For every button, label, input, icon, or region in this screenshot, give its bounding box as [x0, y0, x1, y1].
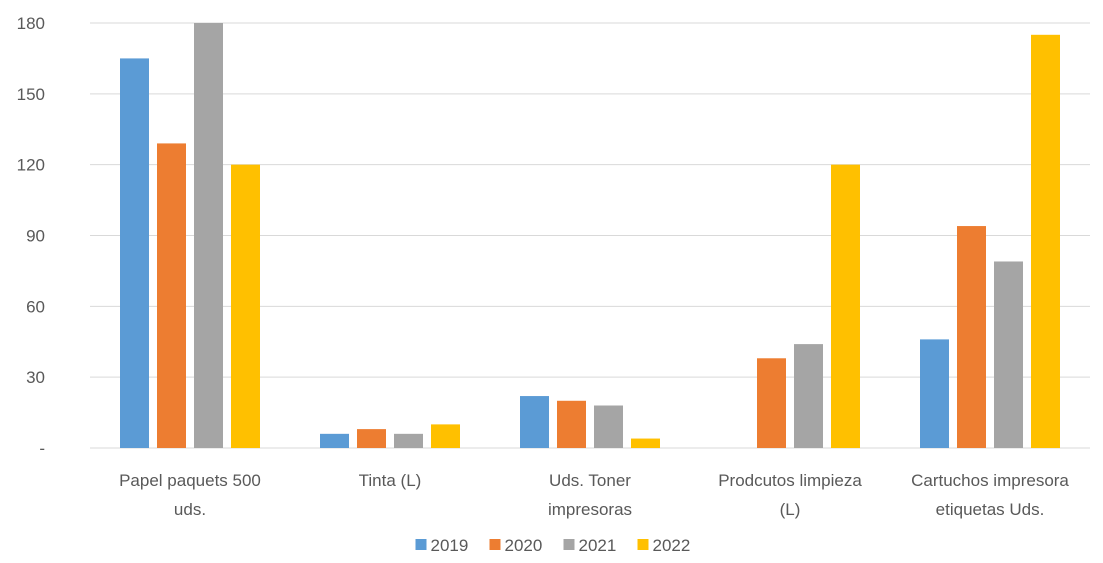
y-tick-label: 180 — [17, 14, 45, 33]
bar-2022 — [431, 424, 460, 448]
legend-swatch — [415, 539, 427, 550]
bar-2022 — [631, 438, 660, 448]
category-labels: Papel paquets 500 uds. Tinta (L) Uds. Toner… — [119, 471, 1069, 519]
y-tick-label: 150 — [17, 85, 45, 104]
legend-label: 2022 — [653, 536, 691, 555]
bar-2020 — [357, 429, 386, 448]
bar-2021 — [994, 261, 1023, 448]
bar-2021 — [594, 405, 623, 448]
bar-2021 — [794, 344, 823, 448]
legend-item-2020: 2020 — [489, 536, 543, 555]
legend-label: 2021 — [579, 536, 617, 555]
y-tick-label: 30 — [26, 368, 45, 387]
bar-2019 — [120, 58, 149, 449]
bar-2022 — [831, 164, 860, 448]
bar-2022 — [231, 164, 260, 448]
category-label: Cartuchos impresora etiquetas Uds. — [911, 471, 1069, 519]
bar-2019 — [320, 433, 349, 448]
category-label: Prodcutos limpieza (L) — [718, 471, 862, 519]
legend-item-2021: 2021 — [563, 536, 617, 555]
bars — [120, 23, 1060, 449]
category-label: Papel paquets 500 uds. — [119, 471, 261, 519]
bar-2020 — [157, 143, 186, 448]
legend-swatch — [563, 539, 575, 550]
legend-swatch — [637, 539, 649, 550]
legend-label: 2020 — [505, 536, 543, 555]
bar-2021 — [394, 433, 423, 448]
y-tick-label: 90 — [26, 227, 45, 246]
y-axis-ticks: - 30 60 90 120 150 180 — [17, 14, 45, 458]
y-tick-label: 60 — [26, 297, 45, 316]
bar-2019 — [520, 396, 549, 448]
bar-2022 — [1031, 34, 1060, 449]
legend-item-2019: 2019 — [415, 536, 469, 555]
legend: 2019 2020 2021 2022 — [415, 536, 691, 555]
legend-item-2022: 2022 — [637, 536, 691, 555]
y-tick-label: - — [39, 439, 45, 458]
bar-2019 — [920, 339, 949, 448]
bar-2020 — [757, 358, 786, 448]
bar-2021 — [194, 23, 223, 448]
legend-swatch — [489, 539, 501, 550]
bar-2020 — [557, 400, 586, 448]
category-label: Uds. Toner impresoras — [548, 471, 632, 519]
legend-label: 2019 — [431, 536, 469, 555]
category-label: Tinta (L) — [359, 471, 422, 490]
bar-2020 — [957, 226, 986, 448]
y-tick-label: 120 — [17, 156, 45, 175]
